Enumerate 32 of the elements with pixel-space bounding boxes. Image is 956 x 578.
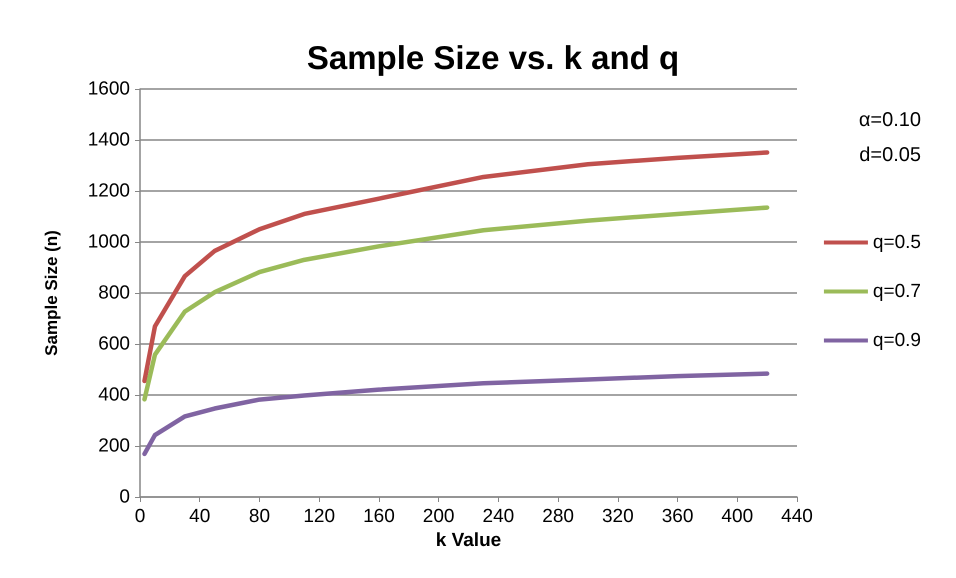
y-axis-title: Sample Size (n) (42, 230, 61, 356)
legend-label: q=0.5 (872, 232, 922, 253)
y-tick-label: 600 (98, 334, 130, 354)
y-tick-label: 800 (98, 282, 130, 304)
x-tick-label: 0 (134, 506, 146, 527)
y-tick-label: 200 (98, 436, 130, 456)
x-tick-label: 200 (422, 506, 454, 527)
y-tick-label: 1600 (88, 78, 130, 100)
y-tick-label: 1400 (88, 130, 130, 150)
x-tick-label: 40 (189, 506, 210, 527)
legend-label: q=0.9 (872, 330, 922, 351)
line-series (142, 150, 770, 384)
x-tick-label: 440 (781, 506, 813, 527)
line-series (142, 205, 770, 402)
x-tick-label: 280 (542, 506, 574, 527)
x-tick-label: 240 (482, 506, 514, 527)
x-tick-label: 320 (602, 506, 634, 527)
legend-label: q=0.7 (872, 281, 922, 302)
chart-title: Sample Size vs. k and q (306, 39, 680, 76)
y-tick-label: 1000 (88, 232, 130, 252)
y-tick-label: 400 (98, 384, 130, 406)
x-axis-title: k Value (436, 530, 502, 551)
line-series (142, 371, 770, 456)
x-tick-label: 160 (363, 506, 395, 527)
x-tick-label: 120 (303, 506, 336, 527)
y-tick-label: 1200 (88, 180, 130, 202)
x-tick-label: 400 (721, 506, 754, 527)
x-tick-label: 80 (248, 506, 270, 527)
text: d=0.05 (859, 144, 922, 166)
x-tick-label: 360 (662, 506, 694, 527)
text: α=0.10 (858, 109, 922, 131)
y-tick-label: 0 (119, 486, 130, 508)
